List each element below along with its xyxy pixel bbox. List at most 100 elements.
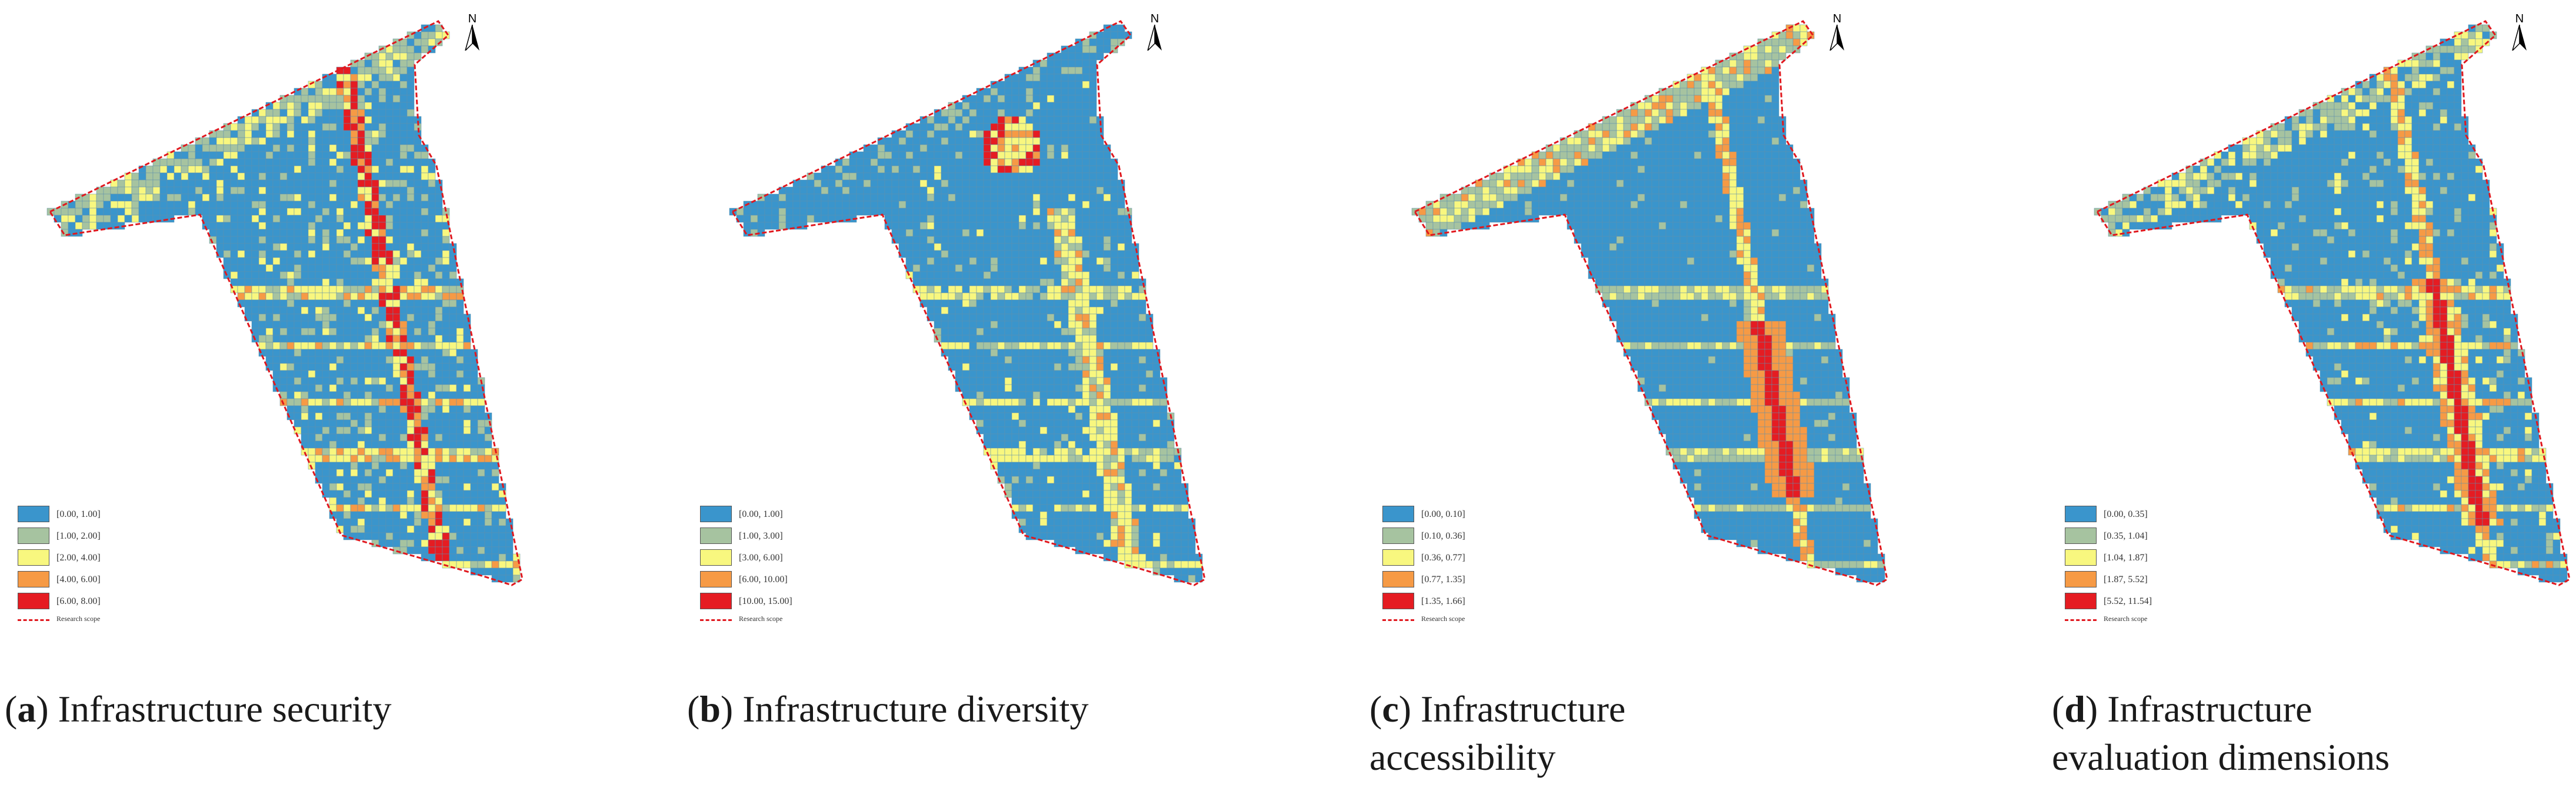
grid-cell	[1061, 440, 1069, 449]
grid-cell	[174, 158, 182, 166]
grid-cell	[406, 490, 415, 498]
grid-cell	[743, 215, 751, 223]
grid-cell	[357, 74, 365, 82]
grid-cell	[223, 137, 231, 145]
grid-cell	[821, 186, 829, 195]
grid-cell	[990, 116, 998, 124]
grid-cell	[350, 377, 358, 385]
grid-cell	[421, 377, 429, 385]
grid-cell	[421, 546, 429, 555]
grid-cell	[498, 518, 506, 526]
grid-cell	[842, 158, 850, 166]
grid-cell	[976, 285, 984, 293]
grid-cell	[1054, 313, 1062, 322]
grid-cell	[1089, 123, 1097, 131]
grid-cell	[1124, 377, 1132, 385]
grid-cell	[1032, 116, 1041, 124]
grid-cell	[414, 186, 422, 195]
grid-cell	[392, 349, 401, 357]
grid-cell	[1117, 328, 1125, 336]
grid-cell	[1174, 546, 1182, 555]
grid-cell	[329, 377, 337, 385]
grid-cell	[1609, 179, 1617, 188]
grid-cell	[301, 193, 309, 202]
grid-cell	[392, 201, 401, 209]
grid-cell	[406, 165, 415, 173]
grid-cell	[976, 109, 984, 117]
grid-cell	[1110, 215, 1118, 223]
grid-cell	[343, 243, 351, 251]
grid-cell	[976, 363, 984, 371]
grid-cell	[997, 116, 1005, 124]
grid-cell	[308, 116, 316, 124]
grid-cell	[315, 391, 323, 399]
grid-cell	[470, 391, 478, 399]
grid-cell	[336, 158, 344, 166]
grid-cell	[195, 158, 203, 166]
grid-cell	[976, 137, 984, 145]
grid-cell	[983, 433, 991, 442]
grid-cell	[272, 137, 281, 145]
grid-cell	[1110, 264, 1118, 272]
grid-cell	[166, 165, 175, 173]
grid-cell	[392, 335, 401, 343]
grid-cell	[343, 186, 351, 195]
grid-cell	[1138, 433, 1147, 442]
grid-cell	[89, 193, 97, 202]
grid-cell	[1665, 151, 1674, 159]
grid-cell	[1096, 426, 1104, 435]
grid-cell	[498, 553, 506, 562]
grid-cell	[329, 186, 337, 195]
grid-cell	[934, 137, 942, 145]
grid-cell	[399, 137, 408, 145]
grid-cell	[265, 236, 274, 244]
grid-cell	[1103, 525, 1111, 533]
grid-cell	[1188, 575, 1196, 583]
grid-cell	[1054, 116, 1062, 124]
grid-cell	[152, 201, 161, 209]
grid-cell	[322, 469, 330, 477]
grid-cell	[477, 462, 485, 470]
legend-label: [0.00, 1.00]	[739, 509, 783, 519]
grid-cell	[505, 575, 514, 583]
grid-cell	[286, 306, 295, 315]
grid-cell	[1159, 433, 1168, 442]
grid-cell	[1004, 236, 1012, 244]
grid-cell	[414, 433, 422, 442]
grid-cell	[785, 186, 794, 195]
grid-cell	[1025, 426, 1034, 435]
grid-cell	[315, 412, 323, 420]
grid-cell	[350, 335, 358, 343]
grid-cell	[1623, 137, 1631, 145]
grid-cell	[279, 236, 288, 244]
grid-cell	[385, 370, 394, 378]
grid-cell	[1068, 342, 1076, 350]
grid-cell	[251, 208, 259, 216]
grid-cell	[976, 236, 984, 244]
grid-cell	[976, 172, 984, 181]
grid-cell	[1032, 137, 1041, 145]
grid-cell	[237, 222, 245, 230]
grid-cell	[1174, 532, 1182, 540]
grid-cell	[364, 186, 372, 195]
grid-cell	[1167, 497, 1175, 505]
grid-cell	[371, 66, 379, 75]
grid-cell	[990, 95, 998, 103]
grid-cell	[301, 116, 309, 124]
grid-cell	[322, 165, 330, 173]
grid-cell	[392, 426, 401, 435]
grid-cell	[934, 222, 942, 230]
grid-cell	[1567, 158, 1575, 166]
grid-cell	[371, 299, 379, 308]
grid-cell	[1082, 45, 1090, 54]
grid-cell	[1110, 518, 1118, 526]
grid-cell	[1018, 419, 1027, 428]
grid-cell	[1117, 342, 1125, 350]
grid-cell	[1679, 130, 1688, 138]
grid-cell	[1124, 511, 1132, 519]
grid-cell	[1581, 172, 1589, 181]
grid-cell	[1658, 179, 1667, 188]
grid-cell	[1167, 490, 1175, 498]
grid-cell	[919, 201, 928, 209]
grid-cell	[1152, 525, 1161, 533]
